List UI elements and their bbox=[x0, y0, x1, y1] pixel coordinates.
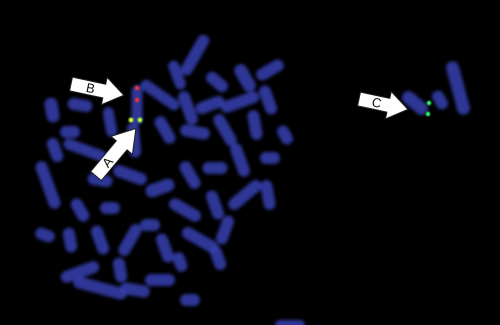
chromosome bbox=[277, 125, 293, 145]
chromosome bbox=[205, 190, 225, 220]
chromosomes bbox=[35, 34, 470, 325]
chromosome bbox=[228, 180, 262, 210]
chromosome bbox=[155, 233, 175, 263]
chromosome bbox=[154, 116, 176, 144]
chromosome bbox=[256, 59, 284, 81]
chromosome bbox=[260, 152, 280, 164]
arrow bbox=[89, 127, 137, 182]
chromosome bbox=[180, 34, 210, 76]
chromosome bbox=[145, 274, 175, 286]
chromosome bbox=[67, 97, 93, 113]
chromosome bbox=[220, 91, 260, 113]
chromosome bbox=[44, 97, 60, 123]
chromosome bbox=[131, 85, 143, 125]
chromosome bbox=[120, 282, 150, 298]
chromosome bbox=[179, 161, 201, 189]
arrow-a: A bbox=[89, 127, 137, 182]
chromosome bbox=[206, 71, 228, 93]
yellow-signal bbox=[137, 117, 143, 123]
chromosome bbox=[73, 276, 127, 300]
chromosome bbox=[60, 126, 80, 138]
chromosome bbox=[140, 219, 160, 231]
chromosome bbox=[35, 161, 61, 209]
chromosome bbox=[60, 261, 100, 283]
arrow bbox=[68, 76, 125, 106]
chromosome bbox=[70, 198, 90, 222]
chromosome bbox=[62, 227, 78, 253]
chromosome bbox=[35, 227, 55, 243]
chromosome bbox=[100, 202, 120, 214]
signals bbox=[128, 85, 432, 123]
chromosome bbox=[230, 143, 250, 177]
arrow-c: C bbox=[356, 90, 409, 120]
chromosome bbox=[260, 180, 276, 210]
chromosome bbox=[46, 137, 64, 163]
arrow bbox=[356, 90, 409, 120]
chromosome bbox=[113, 165, 147, 185]
chromosome bbox=[180, 294, 200, 306]
chromosome bbox=[432, 90, 448, 110]
chromosome bbox=[181, 227, 219, 253]
chromosome bbox=[102, 107, 118, 137]
chromosome bbox=[90, 225, 110, 255]
chromosome bbox=[247, 110, 263, 140]
chromosome bbox=[258, 85, 278, 115]
chromosome bbox=[202, 162, 228, 174]
chromosome bbox=[234, 64, 256, 92]
chromosome bbox=[446, 61, 470, 115]
green-signal bbox=[426, 100, 432, 106]
chromosome bbox=[118, 224, 142, 256]
chromosome bbox=[401, 91, 429, 115]
chromosome bbox=[195, 95, 225, 115]
red-signal bbox=[134, 97, 140, 103]
chromosome bbox=[112, 257, 128, 283]
chromosome bbox=[215, 215, 235, 245]
yellow-signal bbox=[128, 117, 134, 123]
arrow-b: B bbox=[68, 76, 125, 106]
chromosome bbox=[178, 91, 198, 125]
chromosome bbox=[275, 320, 305, 325]
chromosome bbox=[172, 252, 188, 272]
chromosome bbox=[140, 79, 180, 111]
chromosome bbox=[180, 124, 210, 140]
chromosome bbox=[145, 178, 175, 198]
chromosome bbox=[169, 198, 201, 222]
chromosome bbox=[213, 114, 237, 146]
chromosome bbox=[168, 60, 186, 90]
chromosome bbox=[209, 245, 227, 271]
arrow-label: B bbox=[85, 80, 97, 96]
arrow-label: C bbox=[370, 94, 382, 111]
green-signal bbox=[425, 111, 431, 117]
red-signal bbox=[134, 85, 140, 91]
chromosome bbox=[63, 138, 107, 162]
